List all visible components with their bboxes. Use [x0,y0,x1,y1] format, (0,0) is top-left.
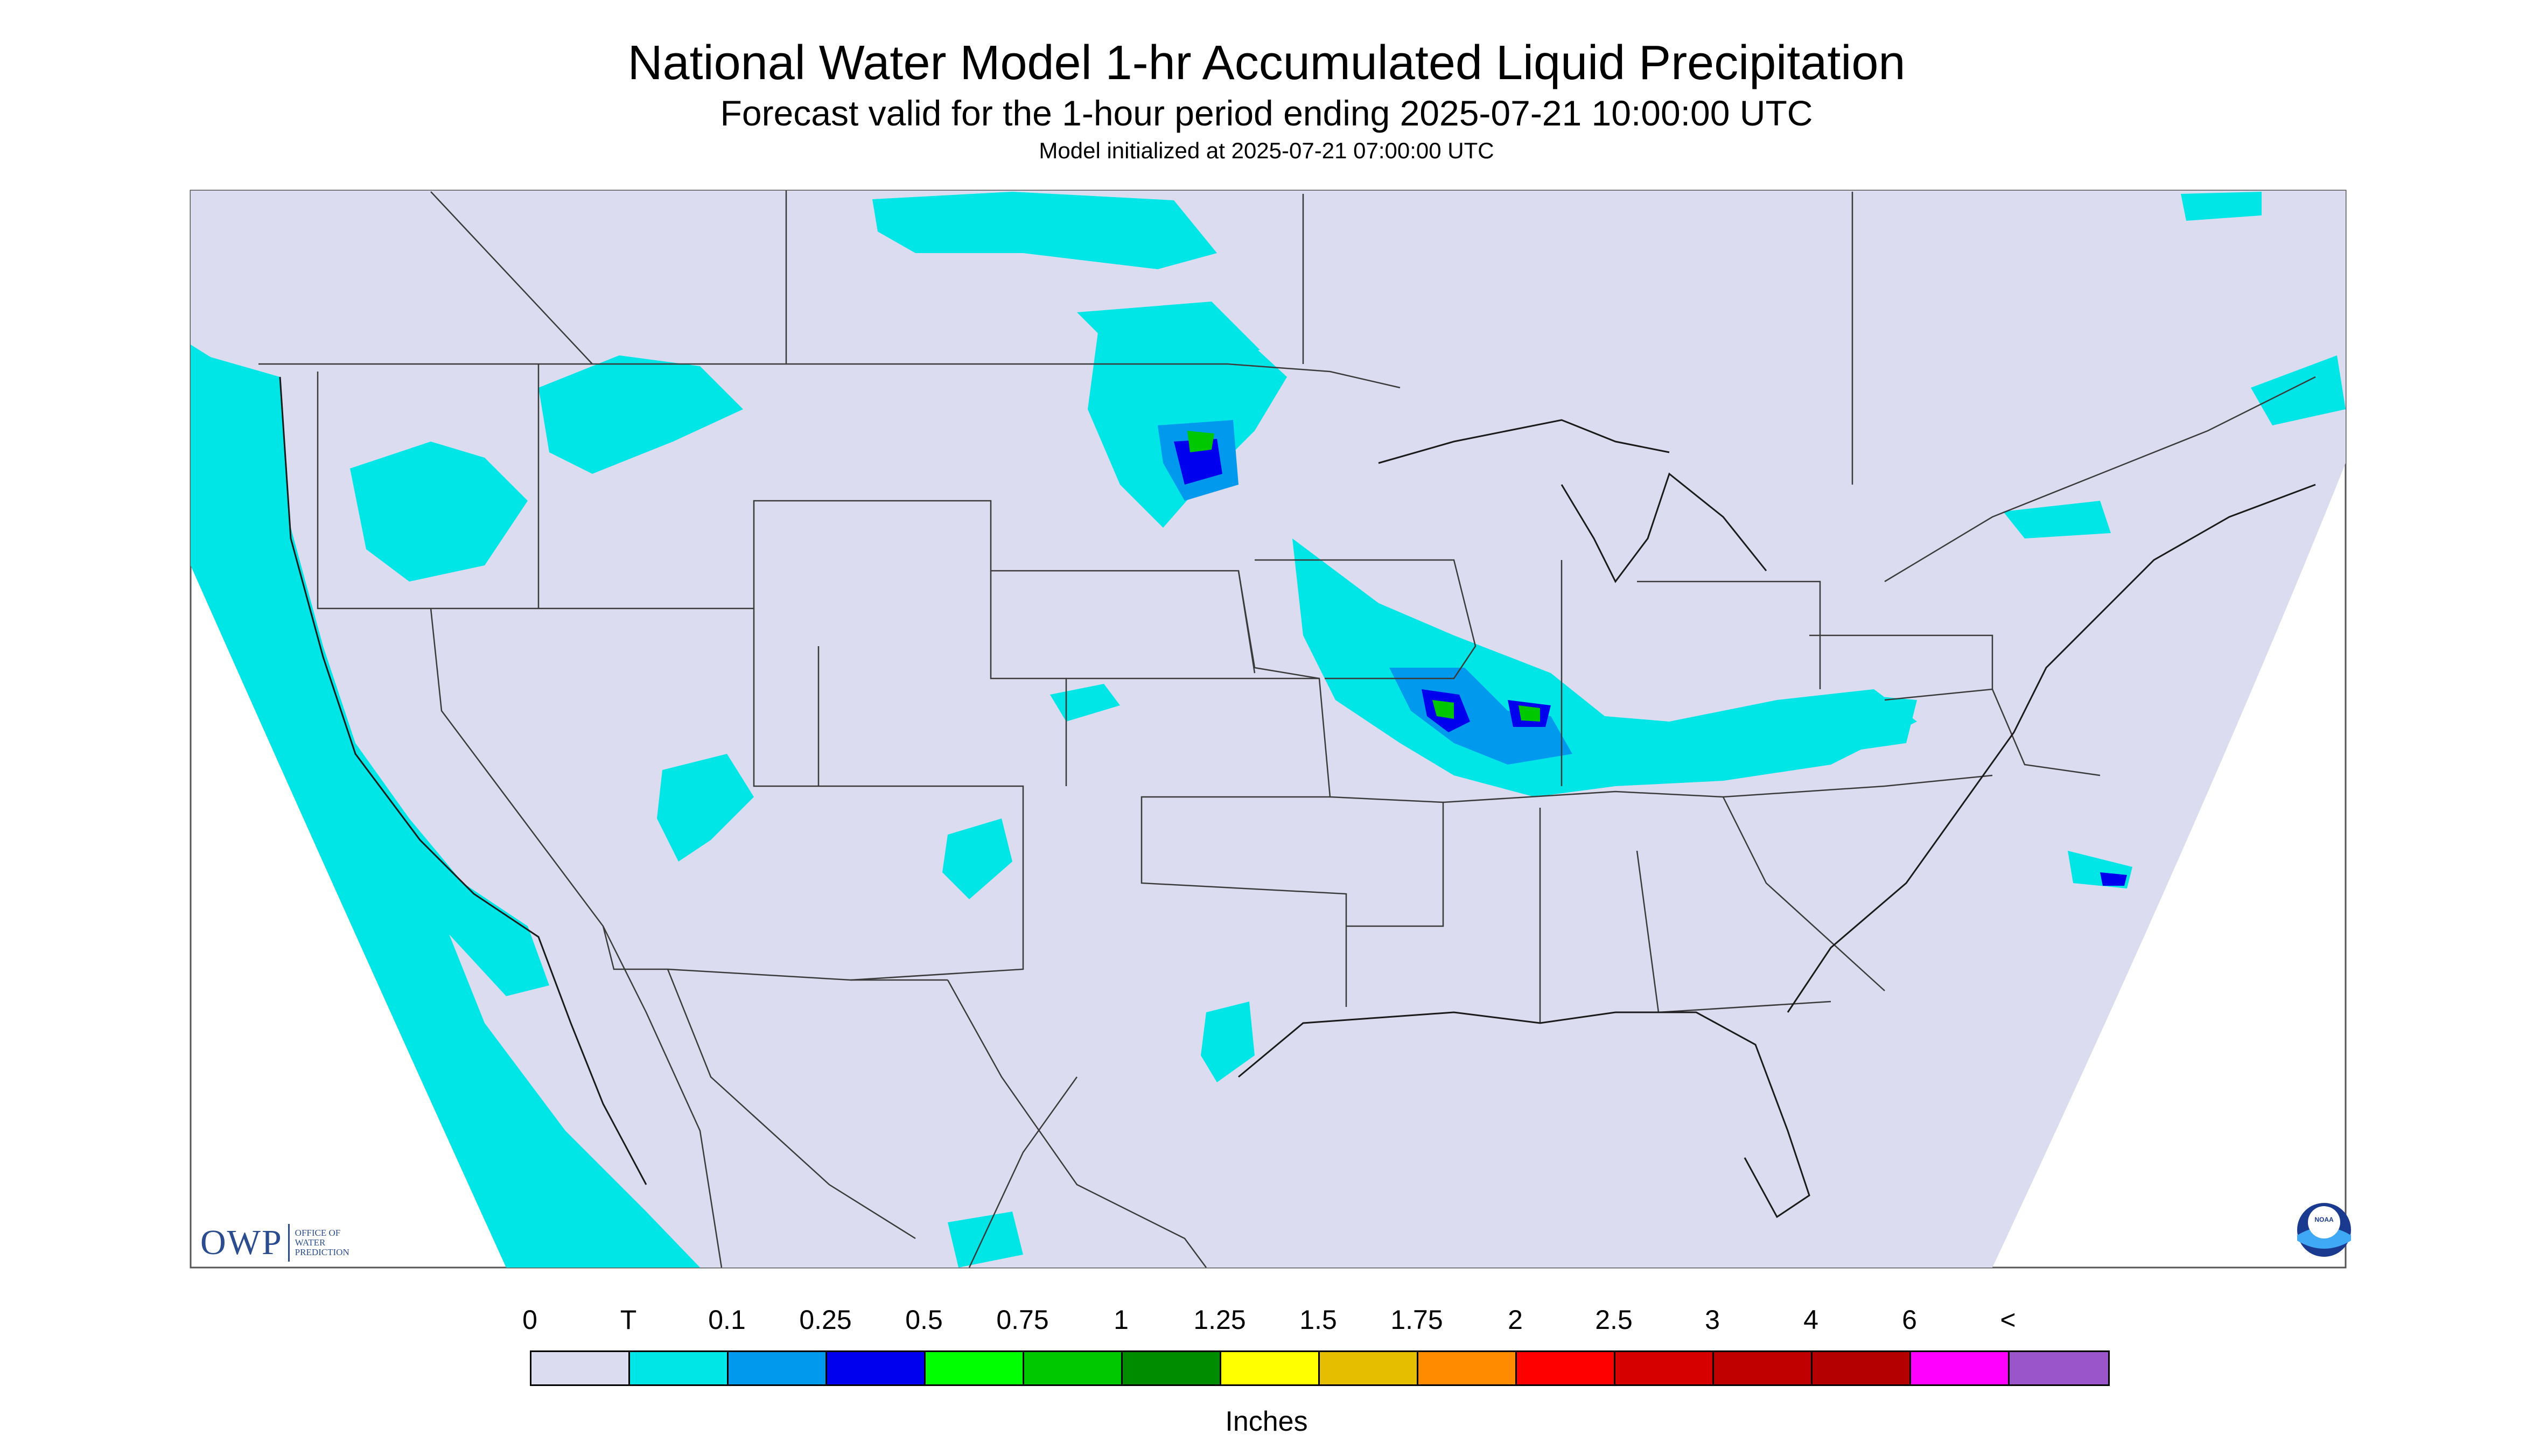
map-subtitle: Forecast valid for the 1-hour period end… [720,93,1813,133]
map-title: National Water Model 1-hr Accumulated Li… [627,36,1906,90]
legend-swatch [630,1352,729,1384]
north-trace [1077,302,1260,355]
quebec-trace [2181,192,2262,221]
legend-swatch [1517,1352,1615,1384]
legend-tick-label: 2 [1508,1305,1523,1335]
legend-tick-label: 1.25 [1193,1305,1246,1335]
legend-swatch [1911,1352,2010,1384]
legend-swatch [1123,1352,1221,1384]
dakota-trace [1088,312,1287,528]
ontario-trace [2003,501,2111,538]
legend-tick-label: 6 [1902,1305,1917,1335]
idaho-montana-trace [350,442,528,582]
legend-tick-label: 0.1 [708,1305,746,1335]
appalachia-trace [1766,695,1917,754]
legend-tick-label: 0.75 [996,1305,1049,1335]
legend-swatch [729,1352,827,1384]
noaa-logo [2297,1203,2351,1257]
legend-colorbar [530,1350,2110,1386]
legend-tick-label: < [2000,1305,2016,1335]
legend-swatch [531,1352,630,1384]
legend-swatch [827,1352,926,1384]
legend-swatch [1615,1352,1714,1384]
arizona-trace [657,754,754,862]
legend-swatch [1813,1352,1911,1384]
newmexico-trace [942,818,1012,899]
owp-fullname: OFFICE OF WATER PREDICTION [295,1228,349,1257]
legend-tick-label: 0.5 [905,1305,943,1335]
dakota-heavy [1187,431,1214,452]
model-init-line: Model initialized at 2025-07-21 07:00:00… [1039,138,1494,163]
legend-tick-label: 1 [1114,1305,1129,1335]
legend-swatch [926,1352,1024,1384]
maine-trace [2251,355,2346,425]
legend-swatch [1024,1352,1123,1384]
dakota-moderate [1174,439,1222,485]
colorado-trace [1050,684,1120,722]
legend-tick-label: 0 [522,1305,537,1335]
montana-trace [538,355,743,474]
texas-trace [1201,1002,1255,1082]
illinois-heavy [1519,705,1540,722]
legend-tick-label: 2.5 [1595,1305,1633,1335]
owp-logo: OWP OFFICE OF WATER PREDICTION [200,1222,349,1263]
legend-swatch [1418,1352,1517,1384]
owp-wordmark: OWP [200,1223,283,1262]
atlantic-light [2100,872,2127,886]
legend-tick-label: 1.75 [1390,1305,1443,1335]
mexico-trace [948,1212,1023,1268]
legend-swatch [1714,1352,1813,1384]
legend-tick-label: 0.25 [799,1305,852,1335]
canada-prairie-trace [872,192,1217,269]
legend-tick-label: 3 [1705,1305,1720,1335]
legend-swatch [2010,1352,2108,1384]
noaa-logo-label: NOAA [2314,1216,2334,1223]
coastlines [279,376,2316,1219]
model-domain [191,191,2346,1268]
legend-tick-label: 4 [1803,1305,1818,1335]
legend-tick-label: T [620,1305,637,1335]
legend-swatch [1221,1352,1320,1384]
legend-swatch [1320,1352,1418,1384]
political-borders [258,191,2316,1268]
owp-divider [288,1224,290,1262]
legend-tick-label: 1.5 [1299,1305,1337,1335]
legend-labels: 0 T 0.1 0.25 0.5 0.75 1 1.25 1.5 1.75 2 2.5 3 4 6 < [0,1304,2533,1336]
pacific-coast-trace [205,355,549,996]
legend-units: Inches [1225,1406,1308,1437]
midwest-heavy [1432,700,1454,719]
